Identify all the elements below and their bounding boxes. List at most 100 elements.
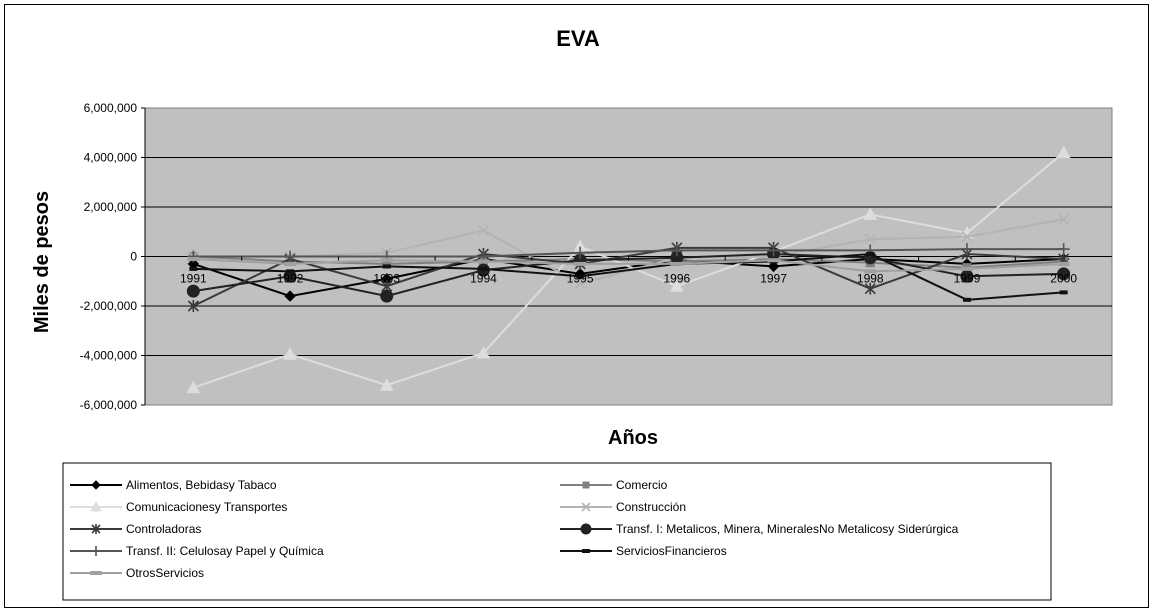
legend-label: Controladoras — [126, 522, 201, 536]
data-point — [189, 266, 198, 271]
y-tick-label: 6,000,000 — [84, 101, 138, 115]
data-point — [186, 284, 200, 298]
data-point — [864, 282, 876, 295]
data-point — [379, 378, 394, 391]
x-tick-label: 1991 — [180, 272, 207, 286]
data-point — [477, 224, 490, 237]
y-tick-label: 0 — [130, 250, 137, 264]
y-axis-title: Miles de pesos — [31, 191, 53, 333]
legend-item: Transf. I: Metalicos, Minera, MineralesN… — [560, 522, 959, 536]
data-point — [863, 207, 878, 220]
data-point — [283, 347, 297, 360]
legend-marker — [582, 549, 590, 553]
data-point — [864, 269, 877, 274]
data-point — [670, 261, 683, 266]
data-point — [187, 300, 199, 312]
data-point — [866, 252, 875, 257]
x-axis-ticks: 1991 1992 1993 1994 1995 1996 1997 1998 1999 2000 — [144, 256, 1077, 286]
series-line — [193, 151, 1065, 389]
legend-item: Comunicacionesy Transportes — [70, 500, 287, 514]
data-point — [380, 258, 393, 263]
legend-marker — [582, 481, 590, 489]
legend-label: Transf. II: Celulosay Papel y Química — [126, 544, 324, 558]
data-point — [1058, 213, 1070, 225]
data-point — [1056, 145, 1071, 159]
y-tick-label: -4,000,000 — [80, 349, 138, 363]
series-3 — [186, 145, 1071, 394]
data-point — [960, 266, 973, 271]
data-point — [670, 279, 684, 292]
x-tick-label: 1994 — [470, 272, 497, 286]
series-line — [193, 253, 1064, 301]
data-point — [961, 231, 973, 243]
data-point — [1057, 267, 1071, 281]
legend-box — [62, 462, 1052, 601]
chart-title: EVA — [556, 26, 600, 51]
data-point — [574, 261, 587, 266]
data-point — [670, 244, 683, 257]
data-point — [767, 260, 780, 273]
x-tick-label: 1998 — [857, 272, 884, 286]
series-line — [192, 246, 1064, 307]
data-point — [382, 264, 391, 269]
data-point — [576, 274, 585, 279]
legend-marker — [581, 502, 591, 512]
x-tick-label: 2000 — [1050, 272, 1077, 286]
legend-label: Construcción — [616, 500, 686, 514]
y-tick-label: 2,000,000 — [84, 200, 138, 214]
legend-item: OtrosServicios — [70, 566, 204, 580]
x-tick-label: 1999 — [954, 272, 981, 286]
legend-item: Construcción — [560, 500, 686, 514]
data-point — [476, 345, 491, 359]
data-point — [477, 259, 490, 264]
y-tick-label: -6,000,000 — [80, 398, 138, 412]
x-tick-label: 1997 — [760, 272, 787, 286]
legend-label: OtrosServicios — [126, 566, 204, 580]
data-point — [574, 246, 587, 259]
data-point — [284, 290, 296, 302]
series-9 — [187, 256, 1070, 274]
x-tick-label: 1992 — [277, 272, 304, 286]
data-point — [187, 256, 200, 261]
legend-item: Transf. II: Celulosay Papel y Química — [70, 544, 324, 558]
y-tick-label: 4,000,000 — [84, 151, 138, 165]
data-point — [1059, 290, 1068, 295]
data-point — [864, 233, 876, 245]
legend-item: Controladoras — [70, 522, 201, 536]
legend-item: ServiciosFinancieros — [560, 544, 727, 558]
legend-item: Comercio — [560, 478, 668, 492]
legend-marker — [90, 500, 102, 512]
data-point — [284, 250, 297, 263]
legend-label: ServiciosFinancieros — [616, 544, 727, 558]
legend-marker — [580, 523, 592, 535]
legend-label: Comunicacionesy Transportes — [126, 500, 287, 514]
data-point — [962, 297, 971, 302]
legend-marker — [91, 480, 101, 490]
legend-label: Transf. I: Metalicos, Minera, MineralesN… — [616, 522, 959, 536]
legend-marker — [91, 524, 101, 534]
x-tick-label: 1993 — [373, 272, 400, 286]
y-axis-ticks: 6,000,000 4,000,000 2,000,000 0 -2,000,000 -4… — [80, 101, 146, 412]
data-point — [767, 258, 780, 263]
legend-marker — [91, 546, 101, 556]
data-point — [284, 261, 297, 266]
data-point — [286, 269, 295, 274]
y-tick-label: -2,000,000 — [80, 299, 138, 313]
x-axis-title: Años — [608, 427, 658, 449]
data-point — [1057, 243, 1070, 256]
legend: Alimentos, Bebidasy Tabaco Comercio Comuni… — [70, 478, 959, 580]
data-point — [574, 278, 586, 290]
legend-label: Alimentos, Bebidasy Tabaco — [126, 478, 277, 492]
x-tick-label: 1996 — [663, 272, 690, 286]
legend-marker — [90, 571, 102, 575]
data-point — [767, 244, 780, 257]
legend-item: Alimentos, Bebidasy Tabaco — [70, 478, 277, 492]
legend-label: Comercio — [616, 478, 668, 492]
series-line — [193, 257, 1064, 273]
data-point — [1057, 261, 1070, 266]
data-point — [186, 380, 201, 394]
data-point — [479, 266, 488, 271]
x-tick-label: 1995 — [567, 272, 594, 286]
data-point — [960, 243, 973, 256]
